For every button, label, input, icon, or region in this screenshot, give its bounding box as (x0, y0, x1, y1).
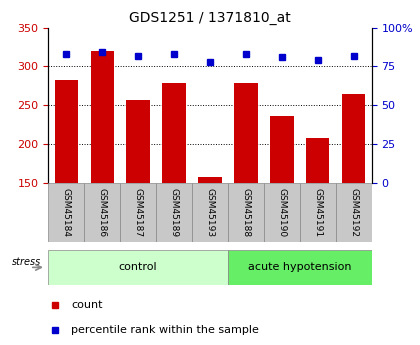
Text: percentile rank within the sample: percentile rank within the sample (71, 325, 259, 335)
Bar (91, 51, 114, 183)
Bar (156, 183, 192, 242)
Bar (192, 183, 228, 242)
Bar (306, 138, 329, 183)
Text: GSM45184: GSM45184 (62, 188, 71, 237)
Text: GSM45190: GSM45190 (277, 188, 286, 237)
Text: acute hypotension: acute hypotension (248, 263, 352, 272)
Bar (163, 83, 186, 183)
Text: GSM45193: GSM45193 (205, 188, 215, 237)
Text: control: control (119, 263, 158, 272)
Bar (126, 100, 150, 183)
Bar (264, 183, 300, 242)
Bar (120, 183, 156, 242)
Bar (342, 93, 365, 183)
Text: GSM45188: GSM45188 (241, 188, 250, 237)
Text: GSM45186: GSM45186 (98, 188, 107, 237)
Bar (228, 250, 372, 285)
Text: GSM45192: GSM45192 (349, 188, 358, 237)
Bar (336, 183, 372, 242)
Bar (234, 83, 257, 183)
Bar (198, 177, 222, 183)
Title: GDS1251 / 1371810_at: GDS1251 / 1371810_at (129, 11, 291, 25)
Bar (270, 116, 294, 183)
Bar (228, 183, 264, 242)
Bar (48, 183, 84, 242)
Text: count: count (71, 300, 102, 310)
Bar (48, 250, 228, 285)
Text: GSM45187: GSM45187 (134, 188, 143, 237)
Text: GSM45189: GSM45189 (170, 188, 178, 237)
Bar (55, 80, 78, 183)
Text: stress: stress (12, 257, 41, 267)
Bar (84, 183, 120, 242)
Text: GSM45191: GSM45191 (313, 188, 322, 237)
Bar (300, 183, 336, 242)
